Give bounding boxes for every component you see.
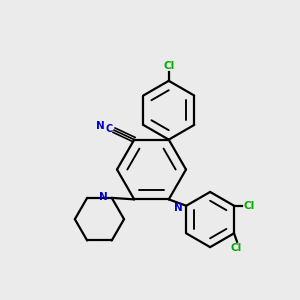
Text: Cl: Cl: [231, 243, 242, 253]
Text: N: N: [96, 121, 105, 131]
Text: Cl: Cl: [163, 61, 174, 71]
Text: C: C: [105, 124, 113, 134]
Text: Cl: Cl: [243, 201, 254, 211]
Text: N: N: [99, 192, 108, 202]
Text: N: N: [174, 203, 182, 213]
